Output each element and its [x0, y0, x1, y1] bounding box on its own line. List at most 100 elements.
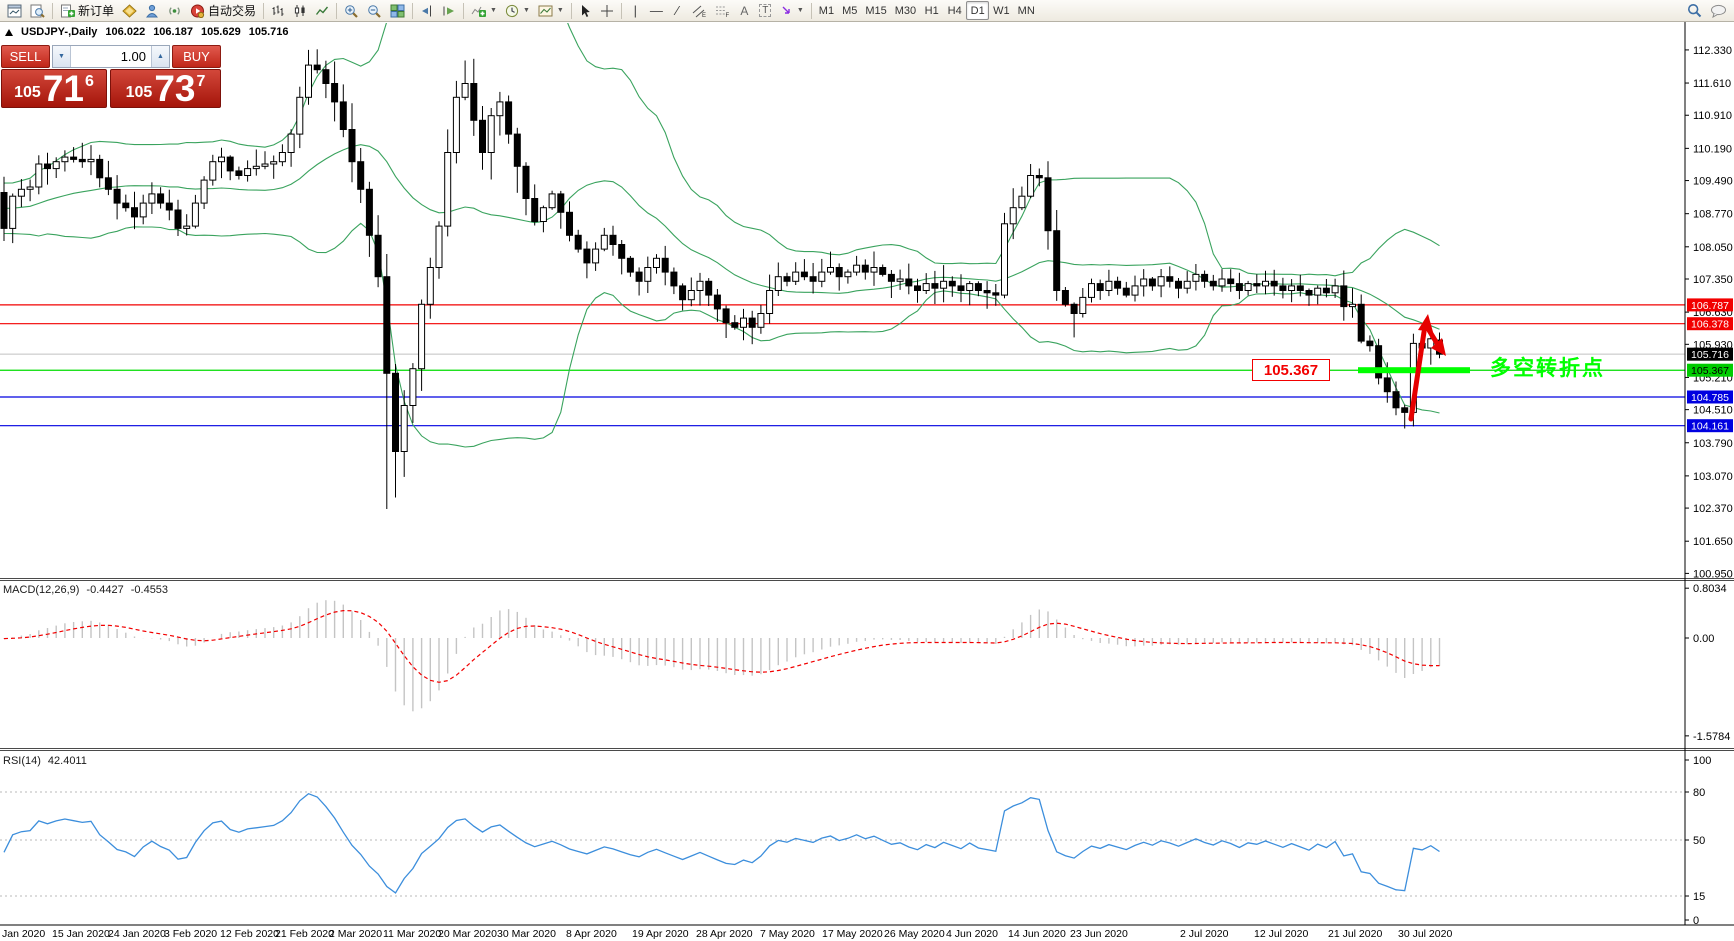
chart-window-button[interactable] — [3, 1, 26, 20]
price-tick-label: 103.070 — [1693, 471, 1733, 483]
timeframe-m30-button[interactable]: M30 — [894, 4, 917, 17]
chat-button[interactable] — [1706, 1, 1731, 20]
price-tag-value: 105.367 — [1691, 365, 1729, 377]
volume-decrease-button[interactable]: ▼ — [53, 46, 71, 67]
chevron-down-icon: ▼ — [58, 53, 65, 60]
date-label: 12 Jul 2020 — [1254, 928, 1308, 940]
date-label: 7 May 2020 — [760, 928, 815, 940]
timeframe-h4-button[interactable]: H4 — [947, 4, 962, 17]
timeframe-m5-button[interactable]: M5 — [842, 4, 858, 17]
trend-arrow[interactable] — [1408, 314, 1446, 422]
timeframe-d1-button[interactable]: D1 — [966, 1, 990, 20]
metaeditor-icon — [122, 3, 137, 18]
macd-signal-value: -0.4553 — [130, 584, 169, 596]
toolbar-separator — [810, 2, 812, 19]
zoom-out-button[interactable] — [363, 1, 386, 20]
price-tick-label: 103.790 — [1693, 438, 1733, 450]
indicators-menu-button[interactable]: ▼ — [467, 1, 501, 20]
bar-chart-button[interactable] — [267, 1, 289, 20]
rsi-value: 42.4011 — [47, 755, 87, 767]
price-tick-label: 111.610 — [1693, 78, 1731, 90]
bar-chart-icon — [272, 5, 284, 16]
profiles-window-button[interactable] — [26, 1, 49, 20]
highlight-bar[interactable] — [1358, 367, 1470, 374]
text-label-tool-button[interactable]: T — [755, 1, 776, 20]
buy-button[interactable]: BUY — [172, 45, 221, 68]
bollinger-upper-band — [3, 23, 1440, 277]
date-label: 28 Apr 2020 — [696, 928, 753, 940]
rsi-tick-label: 0 — [1693, 915, 1699, 927]
metaeditor-button[interactable] — [118, 1, 141, 20]
autoscroll-icon — [443, 6, 455, 15]
price-tag-value: 104.785 — [1691, 392, 1729, 404]
equidistant-channel-icon: E — [692, 5, 706, 18]
new-order-button[interactable]: 新订单 — [56, 1, 118, 20]
toolbar-separator — [336, 2, 338, 19]
price-tick-label: 101.650 — [1693, 536, 1733, 548]
timeframe-w1-button[interactable]: W1 — [993, 4, 1010, 17]
templates-icon — [538, 5, 553, 16]
rsi-tick-label: 100 — [1693, 755, 1711, 767]
chart-shift-button[interactable] — [416, 1, 438, 20]
autotrading-button[interactable]: 自动交易 — [186, 1, 260, 20]
navigator-button[interactable] — [141, 1, 163, 20]
main-toolbar: 新订单 自动交易 ▼ ▼ — [0, 0, 1734, 22]
search-button[interactable] — [1683, 1, 1706, 20]
crosshair-tool-button[interactable] — [596, 1, 618, 20]
zoom-in-button[interactable] — [340, 1, 363, 20]
timeframe-toolbar: M1 M5 M15 M30 H1 H4 D1 W1 MN — [815, 1, 1039, 20]
timeframe-m1-button[interactable]: M1 — [818, 4, 835, 17]
cursor-tool-button[interactable] — [575, 1, 596, 20]
horizontal-line-tool-button[interactable]: — — [646, 1, 667, 20]
buy-price-pipette: 7 — [196, 73, 206, 90]
templates-menu-button[interactable]: ▼ — [534, 1, 568, 20]
price-level-text-box[interactable]: 105.367 — [1252, 359, 1330, 381]
text-tool-button[interactable]: A — [734, 1, 755, 20]
periods-menu-button[interactable]: ▼ — [501, 1, 534, 20]
ohlc-open: 106.022 — [105, 26, 146, 38]
price-tick-label: 108.770 — [1693, 209, 1733, 221]
volume-field[interactable]: 1.00 — [120, 49, 146, 64]
symbol-collapse-icon[interactable] — [5, 28, 13, 36]
turning-point-annotation[interactable]: 多空转折点 — [1490, 357, 1605, 380]
autoscroll-button[interactable] — [438, 1, 460, 20]
signals-button[interactable] — [163, 1, 186, 20]
timeframe-h1-button[interactable]: H1 — [924, 4, 939, 17]
date-label: 19 Apr 2020 — [632, 928, 689, 940]
date-label: 26 May 2020 — [884, 928, 945, 940]
sell-button[interactable]: SELL — [1, 45, 50, 68]
timeframe-mn-button[interactable]: MN — [1017, 4, 1035, 17]
volume-increase-button[interactable]: ▲ — [151, 46, 169, 67]
date-label: 21 Feb 2020 — [275, 928, 334, 940]
text-icon: A — [740, 3, 749, 18]
rsi-pane — [0, 791, 1685, 897]
search-icon — [1687, 3, 1702, 18]
line-chart-button[interactable] — [311, 1, 333, 20]
macd-signal-line — [3, 609, 1440, 683]
fibonacci-tool-button[interactable]: F — [711, 1, 734, 20]
clock-icon — [505, 4, 519, 17]
price-tick-label: 110.190 — [1693, 143, 1732, 155]
candlestick-chart-button[interactable] — [289, 1, 311, 20]
date-label: 24 Jan 2020 — [108, 928, 166, 940]
vertical-line-tool-button[interactable]: | — [625, 1, 646, 20]
timeframe-m15-button[interactable]: M15 — [865, 4, 887, 17]
trendline-tool-button[interactable]: ∕ — [667, 1, 688, 20]
autotrading-icon — [191, 4, 205, 18]
tile-windows-button[interactable] — [386, 1, 409, 20]
date-label: 4 Jun 2020 — [946, 928, 998, 940]
toolbar-separator — [412, 2, 414, 19]
svg-text:E: E — [702, 13, 706, 18]
text-label-icon: T — [759, 4, 772, 17]
date-label: 8 Apr 2020 — [566, 928, 617, 940]
bollinger-middle-band — [3, 144, 1440, 330]
sell-price-box[interactable]: 105 71 6 — [1, 69, 107, 108]
equidistant-channel-tool-button[interactable]: E — [688, 1, 711, 20]
chevron-down-icon: ▼ — [490, 7, 497, 14]
buy-price-box[interactable]: 105 73 7 — [110, 69, 221, 108]
price-tag-value: 105.716 — [1691, 349, 1729, 361]
arrows-tool-button[interactable]: ▼ — [776, 1, 808, 20]
macd-indicator-label: MACD(12,26,9) -0.4427 -0.4553 — [3, 584, 168, 596]
ohlc-high: 106.187 — [153, 26, 193, 38]
